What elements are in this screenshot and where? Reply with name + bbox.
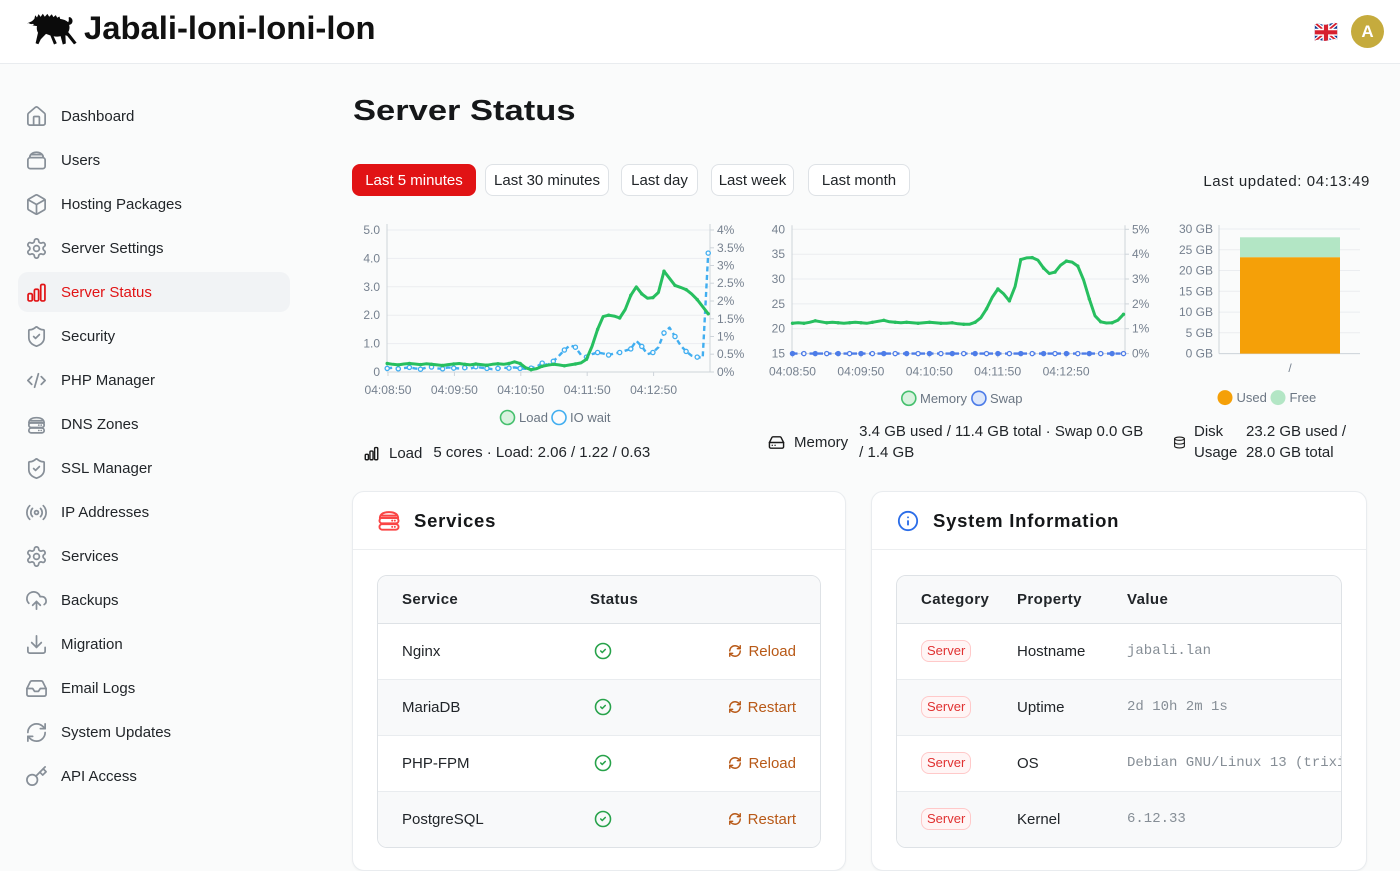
svg-text:/: / — [1288, 361, 1292, 375]
svg-text:1%: 1% — [1132, 322, 1150, 336]
svg-text:IO wait: IO wait — [570, 410, 611, 425]
svg-text:25: 25 — [772, 297, 786, 311]
svg-text:2.0: 2.0 — [363, 308, 380, 322]
svg-text:15: 15 — [772, 347, 786, 361]
svg-text:1%: 1% — [717, 330, 735, 344]
svg-text:Load: Load — [519, 410, 548, 425]
svg-text:2.5%: 2.5% — [717, 276, 745, 290]
svg-text:25 GB: 25 GB — [1179, 243, 1213, 257]
svg-text:04:10:50: 04:10:50 — [906, 365, 953, 379]
svg-text:30 GB: 30 GB — [1179, 222, 1213, 236]
svg-text:30: 30 — [772, 272, 786, 286]
svg-text:04:10:50: 04:10:50 — [497, 383, 544, 397]
svg-text:04:08:50: 04:08:50 — [769, 365, 816, 379]
svg-text:4%: 4% — [1132, 247, 1150, 261]
svg-text:5%: 5% — [1132, 222, 1150, 236]
svg-text:Free: Free — [1290, 390, 1317, 405]
svg-text:04:12:50: 04:12:50 — [1043, 365, 1090, 379]
svg-text:1.5%: 1.5% — [717, 312, 745, 326]
svg-text:4%: 4% — [717, 223, 735, 237]
svg-text:04:09:50: 04:09:50 — [837, 365, 884, 379]
svg-text:3.5%: 3.5% — [717, 241, 745, 255]
svg-text:3%: 3% — [717, 259, 735, 273]
svg-text:0%: 0% — [717, 365, 735, 379]
svg-text:15 GB: 15 GB — [1179, 284, 1213, 298]
svg-text:04:11:50: 04:11:50 — [974, 365, 1021, 379]
svg-text:3%: 3% — [1132, 272, 1150, 286]
svg-text:5.0: 5.0 — [363, 223, 380, 237]
svg-text:10 GB: 10 GB — [1179, 305, 1213, 319]
svg-text:04:12:50: 04:12:50 — [630, 383, 677, 397]
svg-text:Swap: Swap — [990, 391, 1023, 406]
svg-text:2%: 2% — [1132, 297, 1150, 311]
svg-text:2%: 2% — [717, 294, 735, 308]
svg-text:35: 35 — [772, 247, 786, 261]
svg-text:Memory: Memory — [920, 391, 967, 406]
svg-text:1.0: 1.0 — [363, 337, 380, 351]
svg-text:20: 20 — [772, 322, 786, 336]
svg-text:5 GB: 5 GB — [1186, 326, 1213, 340]
svg-text:20 GB: 20 GB — [1179, 264, 1213, 278]
svg-text:0 GB: 0 GB — [1186, 347, 1213, 361]
svg-text:0: 0 — [373, 365, 380, 379]
svg-text:0%: 0% — [1132, 347, 1150, 361]
svg-text:0.5%: 0.5% — [717, 347, 745, 361]
svg-text:3.0: 3.0 — [363, 280, 380, 294]
svg-text:04:08:50: 04:08:50 — [365, 383, 412, 397]
svg-text:4.0: 4.0 — [363, 251, 380, 265]
svg-text:40: 40 — [772, 222, 786, 236]
svg-text:04:09:50: 04:09:50 — [431, 383, 478, 397]
svg-text:Used: Used — [1237, 390, 1267, 405]
svg-text:04:11:50: 04:11:50 — [564, 383, 611, 397]
